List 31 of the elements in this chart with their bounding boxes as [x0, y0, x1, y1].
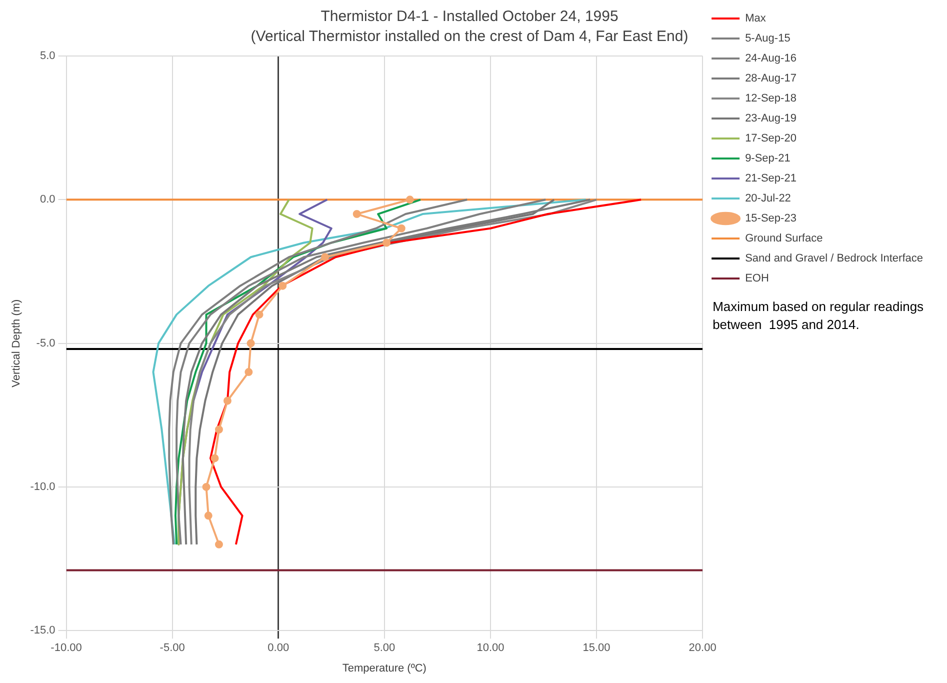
legend-label: 23-Aug-19: [745, 112, 796, 125]
y-tick-label: -10.0: [30, 480, 56, 493]
legend-label: 15-Sep-23: [745, 212, 796, 225]
chart-title: Thermistor D4-1 - Installed October 24, 1995: [320, 8, 618, 26]
x-tick-label: -5.00: [160, 642, 185, 654]
y-axis-title: Vertical Depth (m): [10, 299, 23, 388]
x-tick-label: -10.00: [50, 642, 82, 654]
x-tick-label: 20.00: [688, 642, 716, 654]
legend-label: 28-Aug-17: [745, 72, 796, 85]
y-tick-label: 0.0: [40, 194, 56, 206]
chart-subtitle: (Vertical Thermistor installed on the crest of Dam 4, Far East End): [250, 28, 688, 46]
legend-label: 24-Aug-16: [745, 52, 796, 65]
legend-label: EOH: [745, 272, 769, 285]
x-tick-label: 10.00: [476, 642, 504, 654]
y-tick-label: -5.0: [36, 337, 56, 350]
legend-label: Ground Surface: [745, 232, 823, 245]
legend-label: 21-Sep-21: [745, 172, 796, 185]
legend-label: Max: [745, 12, 766, 25]
y-tick-label: 5.0: [40, 50, 56, 62]
x-axis-title: Temperature (ºC): [342, 662, 426, 674]
legend-label: 12-Sep-18: [745, 92, 796, 105]
x-tick-label: 0.00: [268, 642, 290, 654]
legend-label: 20-Jul-22: [745, 192, 791, 205]
legend-label: 9-Sep-21: [745, 152, 790, 165]
legend-label: Sand and Gravel / Bedrock Interface: [745, 252, 924, 265]
x-tick-label: 15.00: [582, 642, 610, 654]
text: Maximum based on regular readings between 1995 and 2014.: [712, 298, 925, 334]
y-tick-label: -15.0: [30, 624, 56, 637]
x-tick-label: 5.00: [374, 642, 396, 654]
legend-label: 17-Sep-20: [745, 132, 796, 145]
legend-label: 5-Aug-15: [745, 32, 790, 45]
